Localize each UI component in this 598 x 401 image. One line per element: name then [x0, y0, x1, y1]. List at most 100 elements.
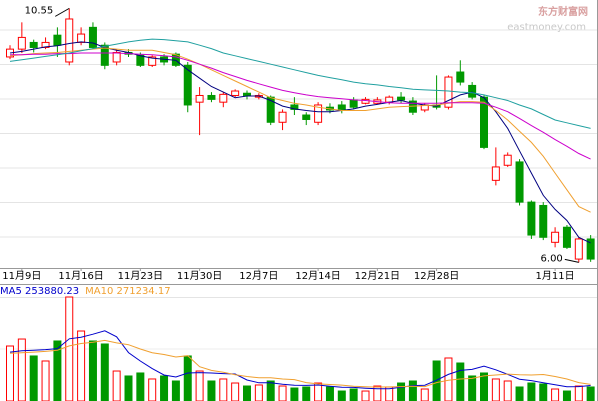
legend-value: 271234.17	[117, 286, 171, 297]
ma-line	[10, 52, 591, 160]
volume-ma-line	[9, 339, 591, 388]
candle-body	[361, 98, 370, 104]
volume-bar	[574, 385, 583, 401]
candle-body	[586, 238, 595, 260]
legend-name: MA5	[0, 286, 22, 297]
candle-body	[349, 99, 358, 108]
volume-bar	[136, 372, 145, 401]
volume-bar	[112, 370, 121, 401]
volume-bar	[337, 390, 346, 401]
x-tick-label: 12月14日	[295, 270, 340, 282]
volume-bar	[231, 382, 240, 401]
legend-entry: MA5 253880.23	[0, 286, 79, 297]
candle-body	[88, 26, 97, 48]
volume-bar	[278, 385, 287, 401]
volume-bar	[160, 375, 169, 401]
volume-bar	[480, 372, 488, 401]
candle-body	[29, 41, 38, 48]
volume-bar	[325, 386, 334, 401]
volume-bar	[219, 378, 228, 401]
annotation-leader	[55, 7, 70, 17]
volume-bar	[171, 380, 180, 401]
volume-bar	[100, 343, 109, 401]
ma-line	[9, 47, 591, 213]
volume-bar	[207, 380, 216, 401]
candle-body	[77, 33, 86, 43]
volume-bar	[503, 380, 512, 401]
candle-body	[314, 104, 323, 123]
volume-bar	[527, 382, 536, 401]
volume-bar	[29, 355, 38, 401]
candle-body	[290, 104, 299, 110]
legend-name: MA10	[85, 286, 113, 297]
candle-body	[53, 34, 62, 46]
legend-value: 253880.23	[25, 286, 79, 297]
candle-body	[551, 231, 560, 243]
candle-body	[539, 204, 548, 238]
candle-body	[195, 94, 204, 103]
x-tick-label: 12月28日	[414, 270, 459, 282]
candle-body	[17, 36, 26, 50]
candle-body	[337, 104, 346, 110]
volume-bar	[586, 386, 595, 401]
volume-bar	[195, 370, 204, 401]
volume-bar	[468, 375, 477, 401]
x-tick-label: 1月11日	[536, 270, 575, 282]
volume-bar	[551, 388, 560, 401]
volume-bar	[349, 388, 358, 401]
candle-body	[503, 154, 512, 166]
volume-bar	[266, 380, 275, 401]
volume-bar	[183, 355, 192, 401]
volume-bar	[148, 378, 157, 401]
candle-body	[456, 71, 465, 83]
candle-body	[480, 96, 488, 148]
x-tick-label: 11月30日	[177, 270, 222, 282]
candle-body	[65, 18, 74, 63]
legend-entry: MA10 271234.17	[85, 286, 170, 297]
volume-bar	[290, 387, 299, 401]
candle-body	[112, 51, 121, 63]
volume-bar	[456, 362, 465, 401]
candle-body	[491, 166, 500, 181]
volume-bar	[361, 390, 370, 401]
volume-bar	[397, 382, 406, 401]
volume-bar	[432, 360, 441, 401]
x-tick-label: 12月7日	[239, 270, 278, 282]
candle-body	[100, 44, 109, 66]
candle-body	[6, 48, 14, 58]
volume-bar	[124, 375, 133, 401]
volume-bar	[6, 345, 14, 401]
candle-body	[148, 56, 157, 66]
candle-body	[243, 92, 251, 96]
volume-bar	[65, 296, 74, 401]
candle-body	[302, 114, 311, 120]
candle-body	[183, 64, 192, 106]
candle-body	[527, 201, 536, 236]
volume-bar	[254, 384, 263, 401]
volume-bar	[77, 330, 86, 401]
candle-body	[207, 94, 216, 100]
ma-line	[9, 38, 591, 129]
volume-bar	[539, 383, 548, 401]
volume-bar	[562, 390, 571, 401]
candle-body	[136, 54, 145, 66]
watermark-site: eastmoney.com	[507, 22, 586, 33]
candle-body	[397, 96, 406, 101]
volume-ma-line	[9, 330, 591, 390]
watermark-name: 东方财富网	[538, 5, 588, 18]
volume-bar	[373, 385, 382, 401]
volume-bar	[314, 382, 323, 401]
low-annotation: 6.00	[541, 253, 563, 264]
candle-body	[574, 238, 583, 260]
high-annotation: 10.55	[25, 5, 54, 16]
annotation-leader	[564, 258, 579, 263]
x-tick-label: 12月21日	[355, 270, 400, 282]
volume-bar	[420, 388, 429, 401]
candle-body	[41, 41, 50, 48]
candle-body	[231, 90, 240, 96]
x-tick-label: 11月16日	[58, 270, 103, 282]
candle-body	[219, 93, 228, 103]
